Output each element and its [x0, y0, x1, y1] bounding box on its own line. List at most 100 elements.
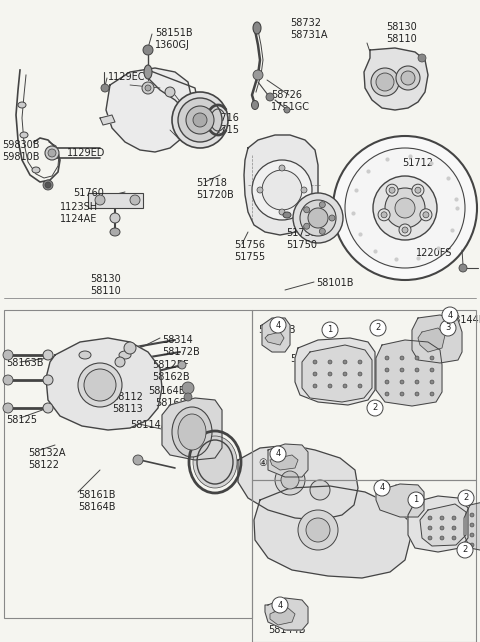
- Circle shape: [373, 176, 437, 240]
- Circle shape: [178, 98, 222, 142]
- Polygon shape: [265, 332, 284, 345]
- Text: 51715: 51715: [208, 125, 239, 135]
- Ellipse shape: [32, 167, 40, 173]
- Circle shape: [279, 209, 285, 215]
- Circle shape: [130, 195, 140, 205]
- Circle shape: [322, 322, 338, 338]
- Text: 1: 1: [327, 325, 333, 334]
- Text: ④58144B: ④58144B: [258, 458, 304, 468]
- Circle shape: [470, 513, 474, 517]
- Text: 58113: 58113: [112, 404, 143, 414]
- Text: 51755: 51755: [234, 252, 265, 262]
- Polygon shape: [268, 444, 308, 477]
- Circle shape: [270, 317, 286, 333]
- Circle shape: [400, 368, 404, 372]
- Text: 58731A: 58731A: [290, 30, 327, 40]
- Circle shape: [415, 368, 419, 372]
- Circle shape: [281, 471, 299, 489]
- Text: 58130: 58130: [386, 22, 417, 32]
- Polygon shape: [238, 445, 358, 520]
- Circle shape: [165, 87, 175, 97]
- Circle shape: [415, 187, 421, 193]
- Circle shape: [304, 223, 310, 229]
- Circle shape: [415, 356, 419, 360]
- Text: 51718: 51718: [196, 178, 227, 188]
- Circle shape: [3, 350, 13, 360]
- Polygon shape: [162, 398, 222, 460]
- Circle shape: [423, 212, 429, 218]
- Circle shape: [358, 384, 362, 388]
- Circle shape: [115, 357, 125, 367]
- Circle shape: [343, 372, 347, 376]
- Circle shape: [345, 148, 465, 268]
- Text: 4: 4: [379, 483, 384, 492]
- Circle shape: [378, 209, 390, 221]
- Circle shape: [313, 372, 317, 376]
- Polygon shape: [265, 598, 308, 630]
- Circle shape: [400, 380, 404, 384]
- Circle shape: [428, 536, 432, 540]
- Text: 51750: 51750: [286, 240, 317, 250]
- Circle shape: [270, 446, 286, 462]
- Circle shape: [172, 92, 228, 148]
- Circle shape: [412, 184, 424, 196]
- Text: 4: 4: [276, 320, 281, 329]
- Circle shape: [399, 224, 411, 236]
- Text: 58168A: 58168A: [155, 398, 192, 408]
- Circle shape: [84, 369, 116, 401]
- Circle shape: [428, 526, 432, 530]
- Polygon shape: [295, 338, 375, 405]
- Circle shape: [328, 360, 332, 364]
- Circle shape: [253, 70, 263, 80]
- Circle shape: [371, 68, 399, 96]
- Circle shape: [186, 106, 214, 134]
- Text: 51720B: 51720B: [196, 190, 234, 200]
- Circle shape: [193, 113, 207, 127]
- Circle shape: [45, 182, 51, 188]
- Circle shape: [430, 356, 434, 360]
- Text: 51752: 51752: [286, 228, 317, 238]
- Bar: [88, 193, 143, 208]
- Ellipse shape: [283, 212, 291, 218]
- Text: 58110: 58110: [386, 34, 417, 44]
- Circle shape: [470, 523, 474, 527]
- Ellipse shape: [110, 228, 120, 236]
- Ellipse shape: [18, 102, 26, 108]
- Text: 58164B: 58164B: [78, 502, 116, 512]
- Polygon shape: [106, 68, 192, 152]
- Circle shape: [3, 403, 13, 413]
- Text: 58114A: 58114A: [130, 420, 168, 430]
- Text: 1220FS: 1220FS: [416, 248, 452, 258]
- Circle shape: [452, 516, 456, 520]
- Text: 51756: 51756: [234, 240, 265, 250]
- Circle shape: [452, 526, 456, 530]
- Circle shape: [385, 392, 389, 396]
- Circle shape: [78, 363, 122, 407]
- Circle shape: [400, 356, 404, 360]
- Circle shape: [262, 170, 302, 210]
- Text: 51716: 51716: [208, 113, 239, 123]
- Circle shape: [381, 212, 387, 218]
- Text: 4: 4: [277, 600, 283, 609]
- Circle shape: [328, 384, 332, 388]
- Text: 2: 2: [462, 546, 468, 555]
- Polygon shape: [464, 500, 480, 552]
- Text: 59830B: 59830B: [2, 140, 39, 150]
- Text: 58101B: 58101B: [316, 278, 353, 288]
- Text: 4: 4: [276, 449, 281, 458]
- Circle shape: [182, 382, 194, 394]
- Text: 58164B: 58164B: [148, 386, 185, 396]
- Circle shape: [420, 209, 432, 221]
- Polygon shape: [376, 484, 424, 517]
- Text: 58161B: 58161B: [78, 490, 116, 500]
- Circle shape: [358, 360, 362, 364]
- Text: 51712: 51712: [402, 158, 433, 168]
- Circle shape: [184, 393, 192, 401]
- Circle shape: [386, 184, 398, 196]
- Text: 1129ED: 1129ED: [67, 148, 106, 158]
- Circle shape: [3, 375, 13, 385]
- Text: 58163B: 58163B: [6, 358, 44, 368]
- Polygon shape: [46, 338, 162, 430]
- Circle shape: [300, 200, 336, 236]
- Circle shape: [358, 372, 362, 376]
